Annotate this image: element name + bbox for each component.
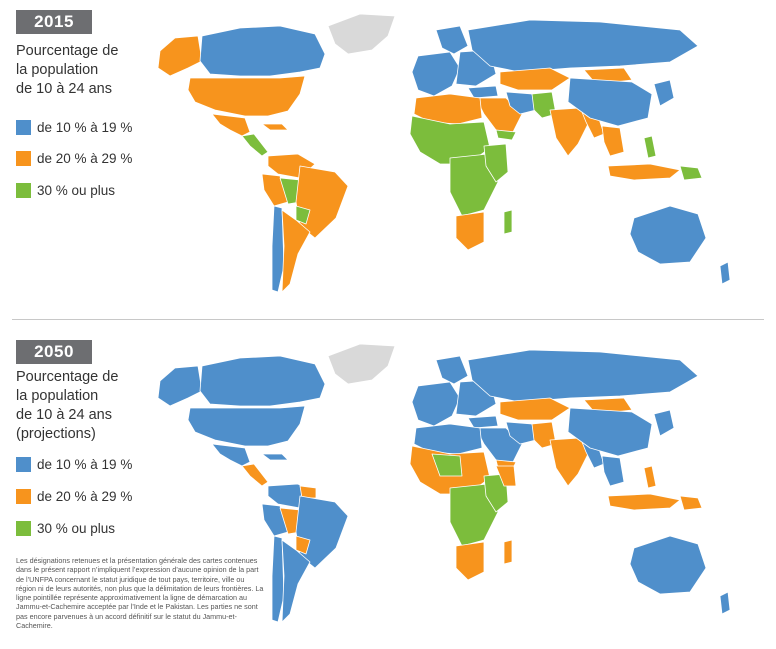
- region-western-europe: [411, 381, 461, 427]
- region-korea-japan: [653, 409, 675, 437]
- legend-label: de 20 % à 29 %: [37, 488, 133, 504]
- region-south-africa: [455, 541, 485, 581]
- region-paraguay: [295, 535, 311, 555]
- panel-divider: [12, 319, 764, 320]
- legend-label: 30 % ou plus: [37, 520, 116, 536]
- region-mexico: [211, 443, 251, 467]
- region-russia: [467, 19, 699, 73]
- region-kazakhstan: [499, 67, 571, 91]
- legend-label: de 20 % à 29 %: [37, 150, 133, 166]
- region-paraguay: [295, 205, 311, 225]
- region-north-africa: [413, 93, 483, 125]
- region-png: [679, 165, 703, 181]
- region-western-europe: [411, 51, 461, 97]
- region-china: [567, 77, 653, 127]
- year-badge-2015: 2015: [16, 10, 92, 34]
- region-greenland: [327, 343, 396, 385]
- legend-swatch-green: [16, 520, 31, 536]
- region-usa: [187, 75, 306, 117]
- region-chile: [271, 205, 285, 293]
- world-map-2050: [157, 343, 731, 623]
- region-usa: [187, 405, 306, 447]
- region-new-zealand: [719, 591, 731, 615]
- region-argentina: [281, 209, 311, 293]
- region-north-africa: [413, 423, 483, 455]
- region-central-america: [241, 133, 269, 157]
- region-iran: [505, 421, 537, 445]
- region-guyanas: [299, 485, 317, 499]
- region-indochina: [601, 455, 625, 487]
- legend-title-2050: Pourcentage de la population de 10 à 24 …: [16, 369, 119, 442]
- region-mexico: [211, 113, 251, 137]
- region-madagascar: [503, 209, 513, 235]
- region-australia: [629, 535, 707, 595]
- region-philippines: [643, 465, 657, 489]
- legend-label: de 10 % à 19 %: [37, 456, 133, 472]
- region-png: [679, 495, 703, 511]
- legend-label: 30 % ou plus: [37, 182, 116, 198]
- legend-swatch-green: [16, 182, 31, 198]
- region-iran: [505, 91, 537, 115]
- region-new-zealand: [719, 261, 731, 285]
- year-badge-2050: 2050: [16, 340, 92, 364]
- region-central-america: [241, 463, 269, 487]
- legend-item-30-plus-2050: 30 % ou plus: [16, 519, 115, 537]
- region-australia: [629, 205, 707, 265]
- region-scandinavia: [435, 355, 469, 385]
- world-map-2015: [157, 13, 731, 293]
- legend-swatch-blue: [16, 119, 31, 135]
- region-korea-japan: [653, 79, 675, 107]
- legend-item-10-19-2050: de 10 % à 19 %: [16, 455, 132, 473]
- region-turkey: [467, 415, 499, 429]
- legend-item-10-19-2015: de 10 % à 19 %: [16, 118, 132, 136]
- legend-item-30-plus-2015: 30 % ou plus: [16, 181, 115, 199]
- map-panel-2015: 2015 Pourcentage de la population de 10 …: [0, 0, 776, 316]
- region-yemen: [495, 129, 517, 141]
- region-indochina: [601, 125, 625, 157]
- region-kazakhstan: [499, 397, 571, 421]
- region-turkey: [467, 85, 499, 99]
- region-argentina: [281, 539, 311, 623]
- region-alaska: [157, 365, 203, 407]
- legend-title-2015: Pourcentage de la population de 10 à 24 …: [16, 43, 119, 97]
- region-horn-of-africa: [495, 465, 517, 487]
- region-niger-mali: [431, 453, 463, 477]
- region-china: [567, 407, 653, 457]
- region-caribbean: [261, 453, 289, 461]
- region-philippines: [643, 135, 657, 159]
- region-canada: [199, 25, 326, 77]
- legend-label: de 10 % à 19 %: [37, 119, 133, 135]
- region-south-africa: [455, 211, 485, 251]
- region-canada: [199, 355, 326, 407]
- region-indonesia: [607, 163, 681, 181]
- legend-swatch-orange: [16, 150, 31, 166]
- legend-swatch-orange: [16, 488, 31, 504]
- legend-item-20-29-2015: de 20 % à 29 %: [16, 149, 132, 167]
- disclaimer-text: Les désignations retenues et la présenta…: [16, 556, 264, 631]
- region-scandinavia: [435, 25, 469, 55]
- region-east-africa: [483, 143, 509, 183]
- region-chile: [271, 535, 285, 623]
- region-madagascar: [503, 539, 513, 565]
- legend-item-20-29-2050: de 20 % à 29 %: [16, 487, 132, 505]
- legend-swatch-blue: [16, 456, 31, 472]
- map-panel-2050: 2050 Pourcentage de la population de 10 …: [0, 332, 776, 649]
- region-alaska: [157, 35, 203, 77]
- region-caribbean: [261, 123, 289, 131]
- region-russia: [467, 349, 699, 403]
- region-greenland: [327, 13, 396, 55]
- region-indonesia: [607, 493, 681, 511]
